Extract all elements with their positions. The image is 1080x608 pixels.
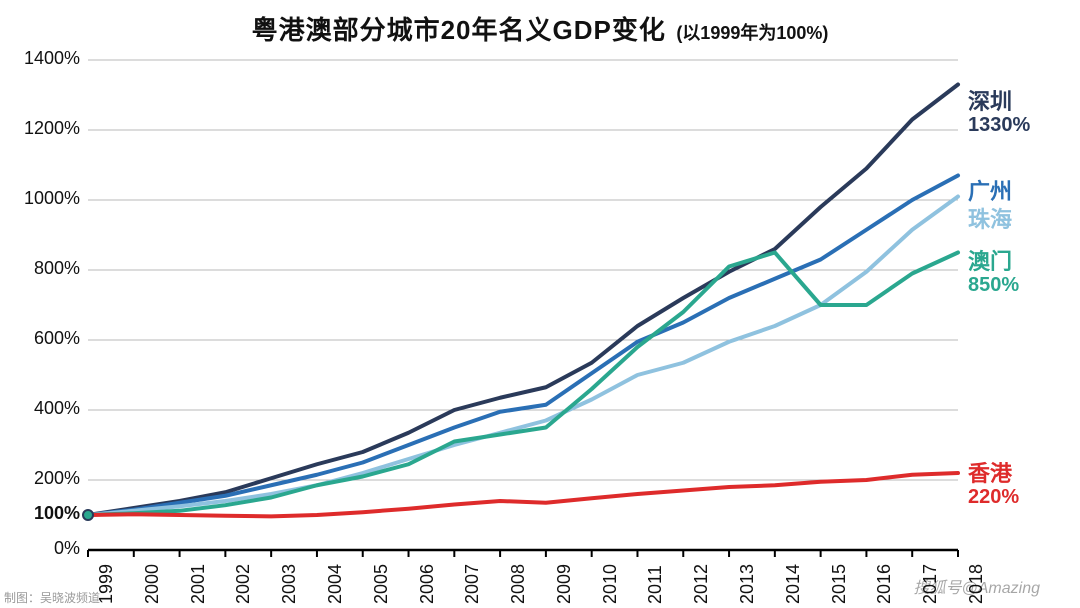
series-name: 广州 <box>968 180 1012 204</box>
series-label: 广州 <box>968 180 1012 204</box>
x-tick-label: 2004 <box>325 564 346 604</box>
y-tick-label: 1000% <box>10 188 80 209</box>
y-tick-label: 600% <box>10 328 80 349</box>
y-tick-label: 800% <box>10 258 80 279</box>
series-end-value: 220% <box>968 486 1019 508</box>
series-name: 香港 <box>968 462 1019 486</box>
series-end-value: 1330% <box>968 114 1030 136</box>
x-tick-label: 2010 <box>600 564 621 604</box>
chart-svg <box>0 0 1080 608</box>
y-tick-label: 400% <box>10 398 80 419</box>
x-tick-label: 2008 <box>508 564 529 604</box>
x-tick-label: 2012 <box>691 564 712 604</box>
x-tick-label: 2014 <box>783 564 804 604</box>
x-tick-label: 2009 <box>554 564 575 604</box>
credit-text: 制图：吴晓波频道 <box>4 589 100 606</box>
series-name: 深圳 <box>968 90 1030 114</box>
series-label: 珠海 <box>968 208 1012 232</box>
x-tick-label: 2001 <box>188 564 209 604</box>
y-tick-label: 200% <box>10 468 80 489</box>
series-name: 珠海 <box>968 208 1012 232</box>
x-tick-label: 2003 <box>279 564 300 604</box>
x-tick-label: 2005 <box>371 564 392 604</box>
x-tick-label: 2016 <box>874 564 895 604</box>
x-tick-label: 2013 <box>737 564 758 604</box>
watermark-text: 搜狐号@Amazing <box>914 574 1041 598</box>
y-tick-label: 1200% <box>10 118 80 139</box>
y-tick-label: 1400% <box>10 48 80 69</box>
x-tick-label: 2015 <box>829 564 850 604</box>
x-tick-label: 2002 <box>233 564 254 604</box>
x-tick-label: 2006 <box>417 564 438 604</box>
y-tick-label: 0% <box>10 538 80 559</box>
series-label: 深圳1330% <box>968 90 1030 136</box>
series-label: 澳门850% <box>968 250 1019 296</box>
series-end-value: 850% <box>968 274 1019 296</box>
x-tick-label: 2011 <box>645 565 666 604</box>
x-tick-label: 2007 <box>462 564 483 604</box>
chart-container: 粤港澳部分城市20年名义GDP变化 (以1999年为100%) 0%100%20… <box>0 0 1080 608</box>
series-name: 澳门 <box>968 250 1019 274</box>
x-tick-label: 2000 <box>142 564 163 604</box>
series-label: 香港220% <box>968 462 1019 508</box>
y-tick-label: 100% <box>10 503 80 524</box>
